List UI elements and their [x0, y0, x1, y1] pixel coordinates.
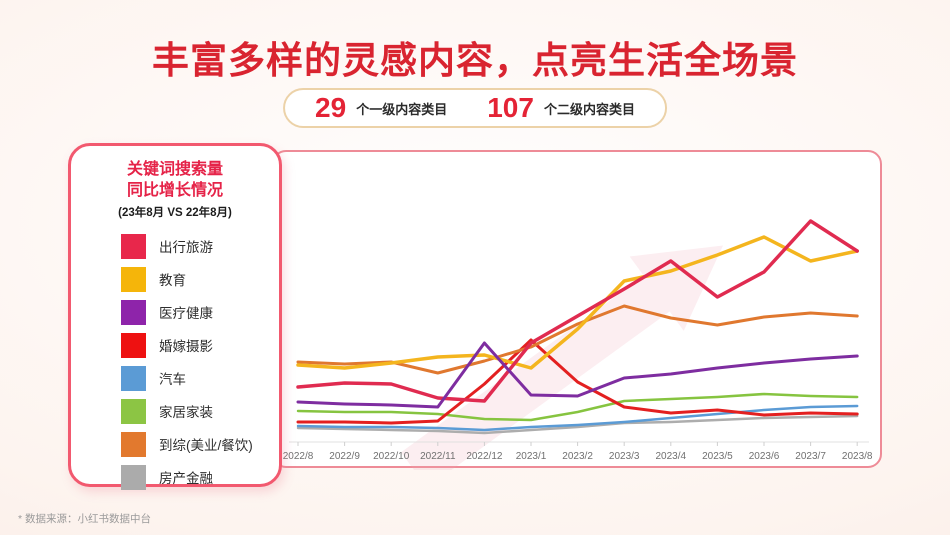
- stat-secondary-count: 107: [487, 92, 534, 123]
- x-label: 2023/8: [842, 451, 873, 462]
- series-line-education: [296, 235, 859, 370]
- legend-swatch-education: [121, 266, 146, 292]
- x-label: 2023/3: [609, 451, 640, 462]
- legend-label-medical-health: 医疗健康: [159, 306, 213, 322]
- legend-swatch-local-services: [121, 431, 146, 457]
- legend-item-education: 教育: [71, 263, 279, 296]
- x-label: 2023/7: [795, 451, 826, 462]
- legend-label-home-decor: 家居家装: [159, 405, 213, 421]
- stat-secondary-label: 个二级内容类目: [543, 101, 635, 117]
- series-line-home-decor: [296, 392, 859, 422]
- series-line-wedding-photography: [296, 338, 859, 425]
- legend-label-local-services: 到综(美业/餐饮): [159, 438, 253, 454]
- x-label: 2022/9: [329, 451, 360, 462]
- series-lines: [296, 219, 859, 435]
- x-axis-labels: 2022/8 2022/9 2022/10 2022/11 2022/12 2023/1 2…: [283, 451, 873, 462]
- stat-primary-count: 29: [315, 92, 347, 123]
- series-line-medical-health: [296, 341, 859, 409]
- stats-pill: 29 个一级内容类目 107 个二级内容类目: [283, 88, 667, 128]
- x-label: 2023/5: [702, 451, 733, 462]
- legend-title: 关键词搜索量 同比增长情况: [71, 160, 279, 202]
- legend-item-wedding-photography: 婚嫁摄影: [71, 329, 279, 362]
- x-label: 2022/10: [373, 451, 410, 462]
- legend-item-medical-health: 医疗健康: [71, 296, 279, 329]
- legend-item-auto: 汽车: [71, 362, 279, 395]
- x-label: 2023/4: [656, 451, 687, 462]
- series-line-auto: [296, 404, 859, 432]
- x-label: 2023/6: [749, 451, 780, 462]
- legend-label-wedding-photography: 婚嫁摄影: [159, 339, 213, 355]
- series-line-travel: [296, 219, 859, 403]
- footnote: * 数据来源：小红书数据中台: [18, 513, 152, 525]
- legend-swatch-wedding-photography: [121, 332, 146, 358]
- legend-swatch-auto: [121, 365, 146, 391]
- x-label: 2022/12: [466, 451, 503, 462]
- x-axis-ticks: [297, 442, 858, 446]
- legend-label-real-estate-finance: 房产金融: [159, 471, 213, 487]
- legend-items: 出行旅游教育医疗健康婚嫁摄影汽车家居家装到综(美业/餐饮) 房产金融: [71, 230, 279, 494]
- legend-item-real-estate-finance: 房产金融: [71, 461, 279, 494]
- stat-primary-label: 个一级内容类目: [356, 101, 448, 117]
- legend-item-local-services: 到综(美业/餐饮): [71, 428, 279, 461]
- legend-label-travel: 出行旅游: [159, 240, 213, 256]
- legend-item-home-decor: 家居家装: [71, 395, 279, 428]
- x-label: 2023/2: [562, 451, 593, 462]
- legend-title-line1: 关键词搜索量: [126, 161, 223, 178]
- x-label: 2022/11: [420, 451, 456, 462]
- line-chart: 2022/8 2022/9 2022/10 2022/11 2022/12 2023/1 2…: [283, 219, 873, 470]
- x-label: 2023/1: [516, 451, 547, 462]
- legend-card: 关键词搜索量 同比增长情况 (23年8月 VS 22年8月) 出行旅游教育医疗健…: [68, 143, 282, 490]
- legend-swatch-home-decor: [121, 398, 146, 424]
- x-label: 2022/8: [283, 451, 314, 462]
- legend-label-auto: 汽车: [159, 372, 186, 388]
- series-line-real-estate-finance: [296, 414, 859, 435]
- legend-label-education: 教育: [159, 273, 186, 289]
- legend-title-line2: 同比增长情况: [126, 181, 223, 199]
- legend-item-travel: 出行旅游: [71, 230, 279, 263]
- legend-swatch-medical-health: [121, 299, 146, 325]
- legend-subtitle: (23年8月 VS 22年8月): [118, 206, 232, 219]
- legend-swatch-real-estate-finance: [121, 464, 146, 490]
- legend-swatch-travel: [121, 233, 146, 259]
- page-title: 丰富多样的灵感内容，点亮生活全场景: [152, 40, 798, 81]
- chart-card: 2022/8 2022/9 2022/10 2022/11 2022/12 2023/1 2…: [272, 150, 882, 470]
